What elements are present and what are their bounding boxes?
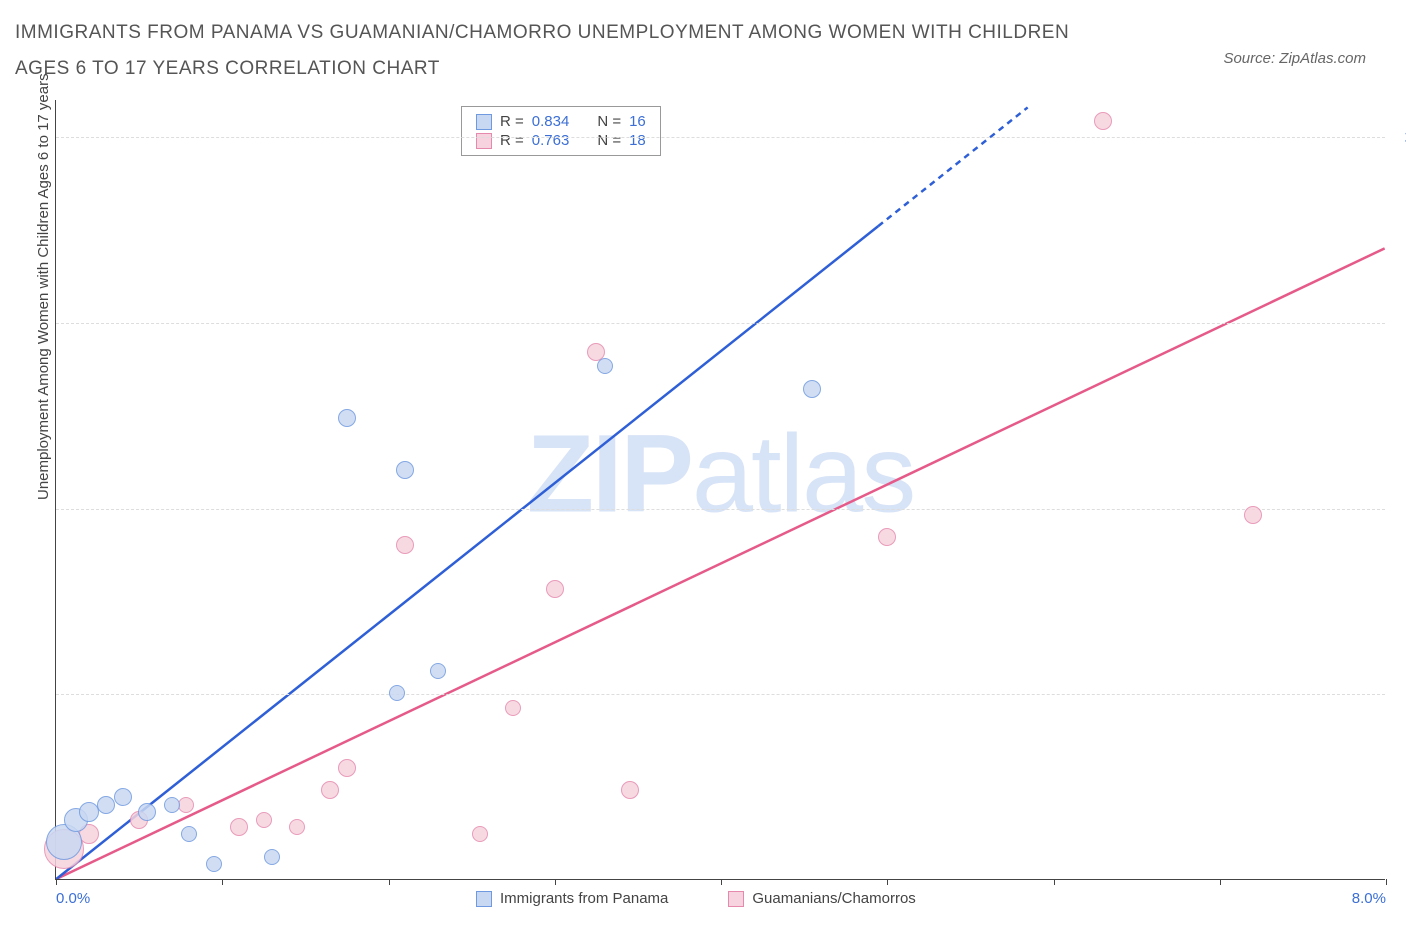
- data-point-guam: [505, 700, 521, 716]
- stats-row: R = 0.834 N = 16: [476, 112, 646, 131]
- stat-n-label: N =: [597, 113, 621, 130]
- x-tick-mark: [887, 879, 888, 885]
- x-tick-label: 0.0%: [56, 890, 90, 907]
- stat-r-value: 0.834: [532, 113, 570, 130]
- y-tick-label: 50.0%: [1395, 500, 1406, 517]
- trend-line: [878, 107, 1027, 226]
- data-point-panama: [206, 856, 222, 872]
- legend-swatch-icon: [476, 133, 492, 149]
- legend-item: Immigrants from Panama: [476, 890, 668, 907]
- data-point-guam: [289, 819, 305, 835]
- stat-n-label: N =: [597, 132, 621, 149]
- data-point-guam: [546, 580, 564, 598]
- y-tick-label: 75.0%: [1395, 314, 1406, 331]
- watermark-zip: ZIP: [527, 412, 692, 535]
- data-point-panama: [138, 803, 156, 821]
- stat-n-value: 16: [629, 113, 646, 130]
- data-point-guam: [396, 536, 414, 554]
- data-point-panama: [338, 409, 356, 427]
- x-tick-label: 8.0%: [1352, 890, 1386, 907]
- data-point-panama: [164, 797, 180, 813]
- data-point-guam: [230, 818, 248, 836]
- data-point-guam: [338, 759, 356, 777]
- chart-title: IMMIGRANTS FROM PANAMA VS GUAMANIAN/CHAM…: [15, 15, 1115, 87]
- data-point-panama: [114, 788, 132, 806]
- data-point-guam: [878, 528, 896, 546]
- data-point-guam: [1244, 506, 1262, 524]
- legend-label: Guamanians/Chamorros: [752, 890, 915, 907]
- x-tick-mark: [555, 879, 556, 885]
- stat-r-label: R =: [500, 132, 524, 149]
- watermark: ZIPatlas: [527, 410, 914, 537]
- x-tick-mark: [222, 879, 223, 885]
- stat-n-value: 18: [629, 132, 646, 149]
- data-point-panama: [803, 380, 821, 398]
- data-point-panama: [396, 461, 414, 479]
- trend-line: [56, 248, 1384, 879]
- data-point-panama: [181, 826, 197, 842]
- x-tick-mark: [1386, 879, 1387, 885]
- bottom-legend: Immigrants from Panama Guamanians/Chamorr…: [476, 890, 916, 907]
- x-tick-mark: [1220, 879, 1221, 885]
- y-tick-label: 25.0%: [1395, 686, 1406, 703]
- data-point-guam: [256, 812, 272, 828]
- legend-label: Immigrants from Panama: [500, 890, 668, 907]
- stat-r-label: R =: [500, 113, 524, 130]
- legend-swatch-icon: [728, 891, 744, 907]
- data-point-guam: [321, 781, 339, 799]
- x-tick-mark: [1054, 879, 1055, 885]
- y-tick-label: 100.0%: [1395, 129, 1406, 146]
- y-axis-label: Unemployment Among Women with Children A…: [35, 73, 52, 500]
- stat-r-value: 0.763: [532, 132, 570, 149]
- stats-row: R = 0.763 N = 18: [476, 131, 646, 150]
- data-point-panama: [264, 849, 280, 865]
- data-point-panama: [430, 663, 446, 679]
- stats-legend-box: R = 0.834 N = 16 R = 0.763 N = 18: [461, 106, 661, 156]
- data-point-panama: [389, 685, 405, 701]
- gridline-h: [56, 323, 1385, 324]
- x-tick-mark: [721, 879, 722, 885]
- gridline-h: [56, 509, 1385, 510]
- data-point-guam: [621, 781, 639, 799]
- x-tick-mark: [56, 879, 57, 885]
- legend-swatch-icon: [476, 114, 492, 130]
- source-attribution: Source: ZipAtlas.com: [1223, 50, 1366, 67]
- data-point-guam: [472, 826, 488, 842]
- data-point-panama: [597, 358, 613, 374]
- watermark-atlas: atlas: [692, 412, 914, 535]
- x-tick-mark: [389, 879, 390, 885]
- trend-line: [56, 226, 878, 879]
- data-point-guam: [1094, 112, 1112, 130]
- legend-swatch-icon: [476, 891, 492, 907]
- plot-area: ZIPatlas R =0.834N =16R =0.763N =18 Immi…: [55, 100, 1385, 880]
- data-point-panama: [97, 796, 115, 814]
- gridline-h: [56, 694, 1385, 695]
- trend-lines: [56, 100, 1385, 879]
- legend-item: Guamanians/Chamorros: [728, 890, 915, 907]
- gridline-h: [56, 137, 1385, 138]
